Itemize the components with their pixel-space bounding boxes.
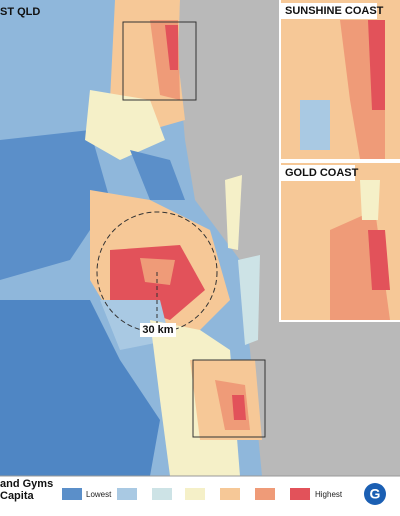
radius-circle (96, 211, 218, 333)
legend-swatch (117, 488, 137, 500)
inset-label: SUNSHINE COAST (285, 5, 384, 17)
inset-frame (122, 21, 197, 101)
legend-swatch (290, 488, 310, 500)
land (0, 0, 262, 476)
logo (364, 483, 386, 505)
scale-label: 30 km (142, 324, 173, 336)
legend: Lowest Highest (62, 488, 343, 500)
legend-title: Capita (0, 490, 35, 502)
map-title: ST QLD (0, 6, 40, 18)
legend-swatch (220, 488, 240, 500)
logo-mark: G (370, 486, 381, 502)
legend-swatch (185, 488, 205, 500)
legend-low: Lowest (86, 490, 112, 499)
scale-bg (140, 323, 176, 337)
inset-label: GOLD COAST (285, 167, 359, 179)
inset-frame (192, 359, 266, 438)
legend-swatch (255, 488, 275, 500)
legend-title: and Gyms (0, 478, 53, 490)
inset: SUNSHINE COAST (279, 0, 400, 161)
legend-swatch (62, 488, 82, 500)
legend-high: Highest (315, 490, 343, 499)
legend-swatch (152, 488, 172, 500)
inset: GOLD COAST (279, 161, 400, 322)
